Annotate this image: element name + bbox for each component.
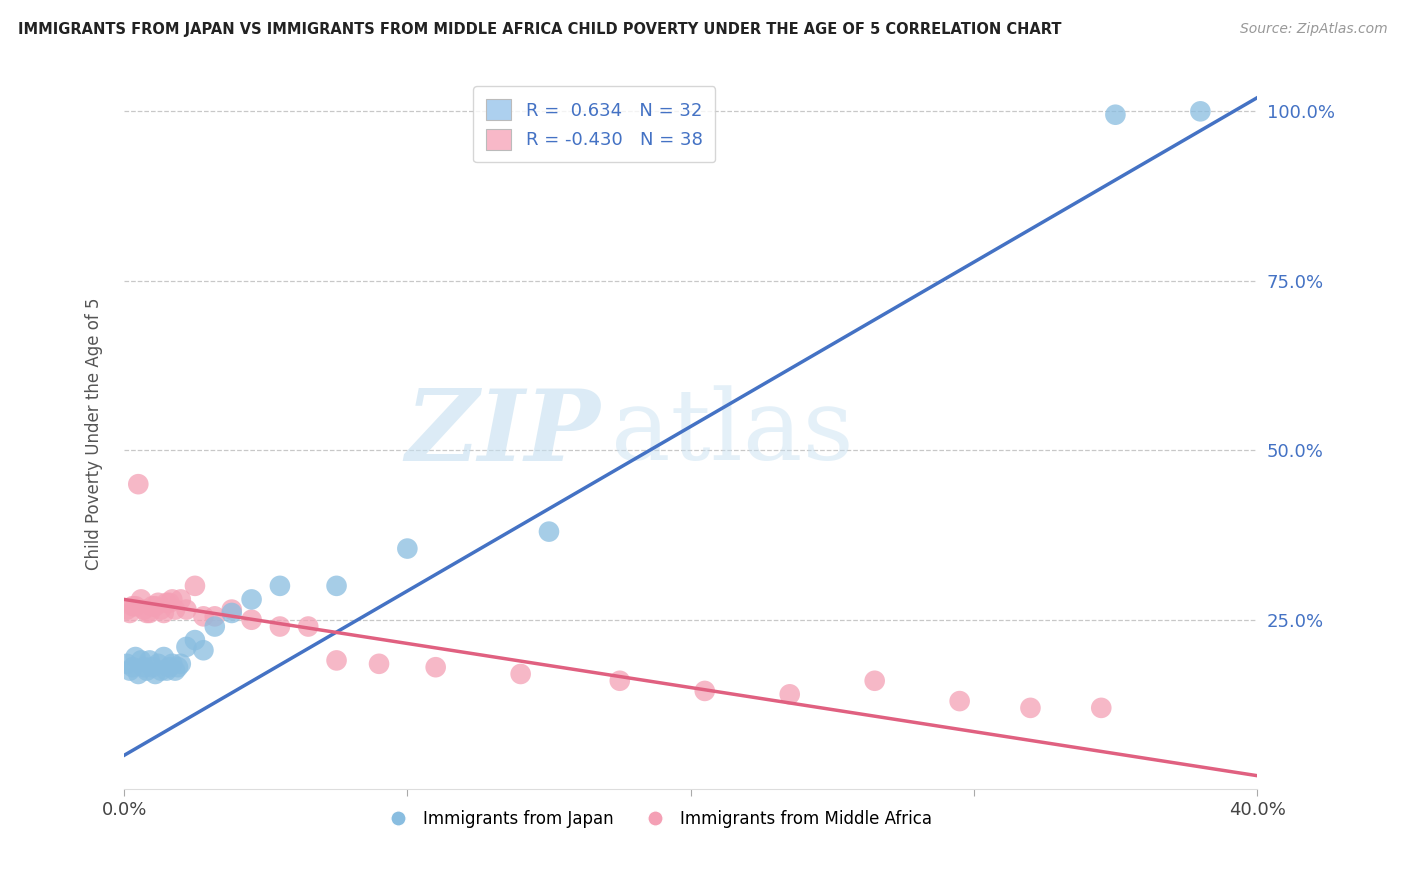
- Point: [368, 657, 391, 671]
- Point: [509, 667, 531, 681]
- Point: [143, 599, 166, 614]
- Point: [193, 609, 215, 624]
- Point: [129, 592, 152, 607]
- Point: [221, 602, 243, 616]
- Point: [138, 653, 160, 667]
- Point: [152, 606, 174, 620]
- Point: [204, 609, 226, 624]
- Text: atlas: atlas: [612, 385, 853, 481]
- Point: [425, 660, 447, 674]
- Point: [240, 592, 263, 607]
- Point: [141, 599, 163, 614]
- Point: [165, 664, 187, 678]
- Point: [221, 606, 243, 620]
- Y-axis label: Child Poverty Under the Age of 5: Child Poverty Under the Age of 5: [86, 297, 103, 570]
- Point: [269, 579, 291, 593]
- Point: [149, 664, 172, 678]
- Point: [537, 524, 560, 539]
- Point: [118, 664, 141, 678]
- Point: [146, 596, 169, 610]
- Point: [156, 664, 179, 678]
- Point: [170, 592, 193, 607]
- Point: [779, 687, 801, 701]
- Point: [193, 643, 215, 657]
- Point: [240, 613, 263, 627]
- Point: [135, 606, 157, 620]
- Point: [127, 477, 149, 491]
- Point: [176, 640, 198, 654]
- Point: [297, 619, 319, 633]
- Point: [176, 602, 198, 616]
- Point: [1104, 108, 1126, 122]
- Text: IMMIGRANTS FROM JAPAN VS IMMIGRANTS FROM MIDDLE AFRICA CHILD POVERTY UNDER THE A: IMMIGRANTS FROM JAPAN VS IMMIGRANTS FROM…: [18, 22, 1062, 37]
- Text: ZIP: ZIP: [405, 385, 600, 482]
- Point: [146, 657, 169, 671]
- Point: [693, 684, 716, 698]
- Point: [127, 667, 149, 681]
- Point: [396, 541, 419, 556]
- Point: [159, 596, 181, 610]
- Point: [165, 602, 187, 616]
- Point: [135, 664, 157, 678]
- Point: [609, 673, 631, 688]
- Point: [115, 657, 138, 671]
- Point: [149, 602, 172, 616]
- Point: [152, 650, 174, 665]
- Point: [167, 660, 190, 674]
- Point: [129, 653, 152, 667]
- Point: [184, 579, 207, 593]
- Point: [141, 660, 163, 674]
- Point: [162, 657, 184, 671]
- Point: [143, 667, 166, 681]
- Text: Source: ZipAtlas.com: Source: ZipAtlas.com: [1240, 22, 1388, 37]
- Point: [325, 653, 347, 667]
- Point: [325, 579, 347, 593]
- Point: [1090, 701, 1112, 715]
- Point: [159, 660, 181, 674]
- Point: [162, 592, 184, 607]
- Legend: Immigrants from Japan, Immigrants from Middle Africa: Immigrants from Japan, Immigrants from M…: [374, 803, 939, 834]
- Point: [1189, 104, 1212, 119]
- Point: [1019, 701, 1042, 715]
- Point: [170, 657, 193, 671]
- Point: [132, 602, 155, 616]
- Point: [184, 633, 207, 648]
- Point: [124, 650, 146, 665]
- Point: [949, 694, 972, 708]
- Point: [156, 596, 179, 610]
- Point: [132, 660, 155, 674]
- Point: [118, 606, 141, 620]
- Point: [269, 619, 291, 633]
- Point: [115, 602, 138, 616]
- Point: [121, 599, 143, 614]
- Point: [124, 599, 146, 614]
- Point: [863, 673, 886, 688]
- Point: [121, 660, 143, 674]
- Point: [204, 619, 226, 633]
- Point: [138, 606, 160, 620]
